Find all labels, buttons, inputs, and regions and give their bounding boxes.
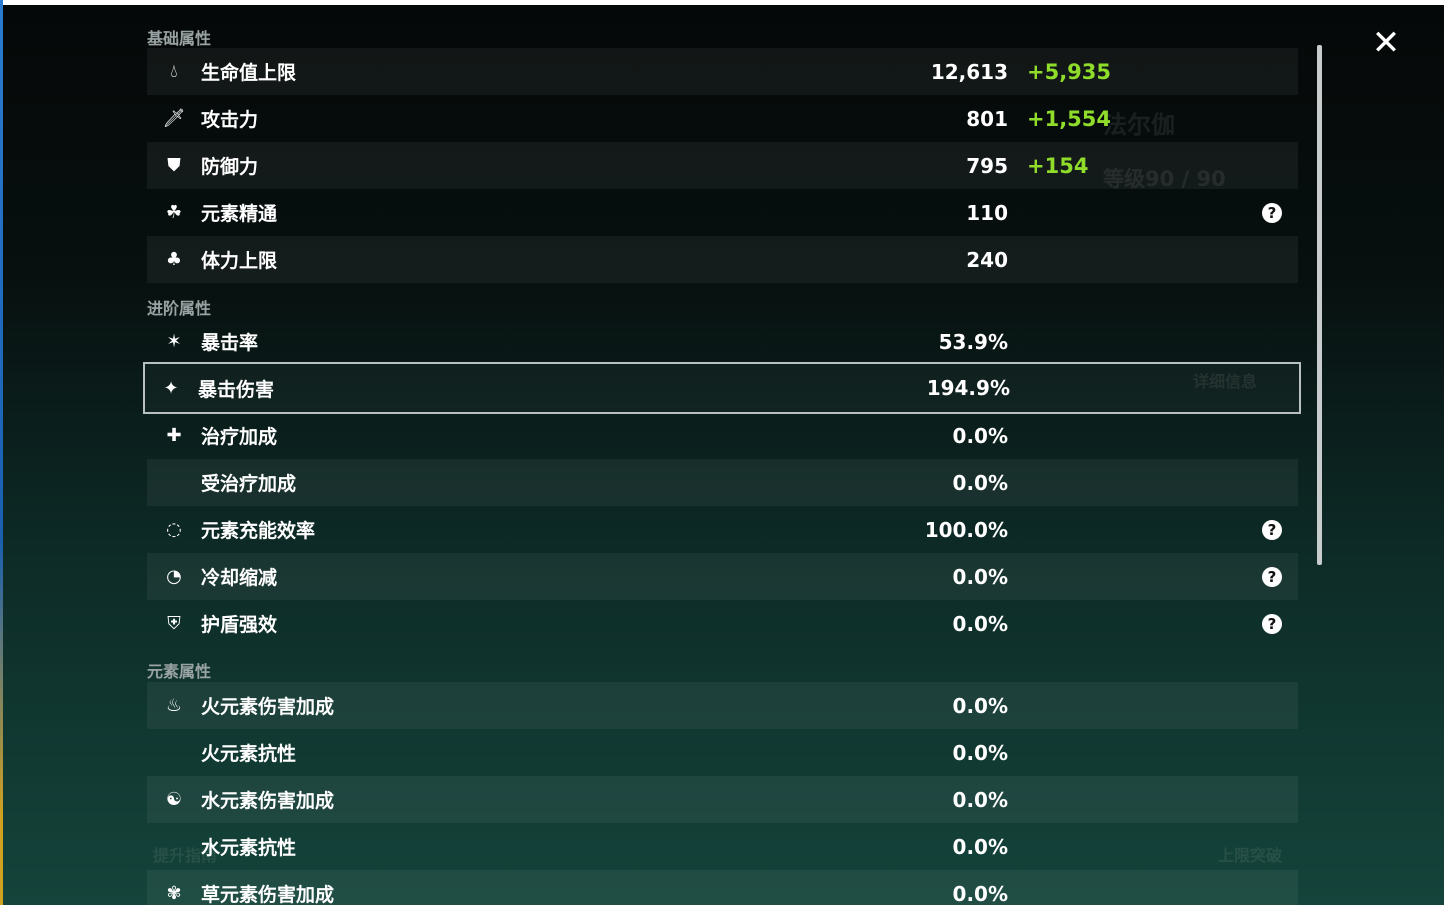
- stat-row[interactable]: ☯︎ 水元素伤害加成 0.0%: [147, 776, 1298, 823]
- crit-rate-icon: ✶: [166, 331, 182, 352]
- stat-value: 801: [966, 106, 1008, 131]
- window-edge: [0, 0, 3, 905]
- bg-details-button: 详细信息: [1193, 372, 1258, 391]
- dendro-icon: ✾: [166, 883, 182, 904]
- stat-label: 治疗加成: [201, 426, 278, 448]
- stat-label: 暴击率: [201, 332, 259, 354]
- stat-value: 0.0%: [952, 881, 1008, 905]
- stat-value: 0.0%: [952, 834, 1008, 859]
- section-title: 元素属性: [147, 662, 212, 681]
- stat-label: 生命值上限: [201, 62, 297, 84]
- stat-label: 暴击伤害: [198, 378, 275, 401]
- bg-guide-button: 提升指南: [153, 846, 218, 865]
- stat-value: 795: [966, 153, 1008, 178]
- stat-row[interactable]: 受治疗加成 0.0%: [147, 459, 1298, 506]
- stat-row[interactable]: ✦ 暴击伤害 194.9%: [143, 362, 1301, 414]
- stat-value: 0.0%: [952, 787, 1008, 812]
- stat-label: 受治疗加成: [201, 473, 297, 495]
- close-icon: ✕: [1371, 23, 1401, 63]
- stat-row[interactable]: ♨︎ 火元素伤害加成 0.0%: [147, 682, 1298, 729]
- stat-row[interactable]: ⛨ 护盾强效 0.0%?: [147, 600, 1298, 647]
- elemental-mastery-icon: ☘︎: [165, 202, 183, 223]
- stat-value: 110: [966, 200, 1008, 225]
- stat-value: 53.9%: [938, 329, 1008, 354]
- stat-value: 0.0%: [952, 740, 1008, 765]
- stat-label: 元素充能效率: [201, 520, 316, 542]
- stat-label: 水元素伤害加成: [201, 790, 335, 812]
- help-icon[interactable]: ?: [1262, 613, 1282, 634]
- stat-bonus: +5,935: [1027, 59, 1112, 84]
- crit-dmg-icon: ✦: [163, 377, 179, 399]
- stat-value: 100.0%: [924, 517, 1008, 542]
- help-icon[interactable]: ?: [1262, 566, 1282, 587]
- stat-value: 12,613: [930, 59, 1008, 84]
- stat-row[interactable]: 火元素抗性 0.0%: [147, 729, 1298, 776]
- scrollbar[interactable]: [1317, 45, 1322, 565]
- stat-label: 冷却缩减: [201, 567, 278, 589]
- shield-strength-icon: ⛨: [167, 613, 181, 634]
- sword-icon: 🗡︎: [162, 108, 186, 129]
- stat-bonus: +154: [1027, 153, 1089, 178]
- stat-label: 火元素抗性: [201, 743, 297, 765]
- energy-recharge-icon: ◌: [166, 519, 182, 540]
- stat-label: 体力上限: [201, 250, 278, 272]
- stat-value: 0.0%: [952, 611, 1008, 636]
- stat-label: 火元素伤害加成: [201, 696, 335, 718]
- bg-ascend-button: 上限突破: [1218, 846, 1283, 865]
- stat-row[interactable]: ☘︎ 元素精通 110?: [147, 189, 1298, 236]
- stat-bonus: +1,554: [1027, 106, 1112, 131]
- stat-value: 0.0%: [952, 423, 1008, 448]
- stat-label: 攻击力: [201, 109, 259, 131]
- stat-row[interactable]: ✾ 草元素伤害加成 0.0%: [147, 870, 1298, 905]
- help-icon[interactable]: ?: [1262, 202, 1282, 223]
- bg-character-name: 法尔伽: [1103, 111, 1175, 139]
- stats-screen: 法尔伽 等级90 / 90 详细信息 上限突破 提升指南 基础属性 💧︎ 生命值上限…: [3, 5, 1444, 905]
- stat-value: 194.9%: [926, 376, 1010, 400]
- stat-label: 防御力: [201, 156, 259, 178]
- section-title: 基础属性: [147, 29, 212, 48]
- stat-row[interactable]: ✚ 治疗加成 0.0%: [147, 412, 1298, 459]
- stat-row[interactable]: 水元素抗性 0.0%: [147, 823, 1298, 870]
- stat-value: 240: [966, 247, 1008, 272]
- shield-icon: ⛊: [167, 155, 181, 176]
- cooldown-icon: ◔: [166, 566, 182, 587]
- pyro-icon: ♨︎: [165, 695, 183, 716]
- stat-value: 0.0%: [952, 693, 1008, 718]
- stat-value: 0.0%: [952, 470, 1008, 495]
- help-icon[interactable]: ?: [1262, 519, 1282, 540]
- stat-row[interactable]: ⛊ 防御力 795 +154: [147, 142, 1298, 189]
- stat-label: 元素精通: [201, 203, 278, 225]
- stamina-icon: ♣︎: [165, 249, 183, 270]
- stat-row[interactable]: 🗡︎ 攻击力 801 +1,554: [147, 95, 1298, 142]
- stat-row[interactable]: ✶ 暴击率 53.9%: [147, 318, 1298, 365]
- stat-label: 护盾强效: [201, 614, 278, 636]
- stat-row[interactable]: ◌ 元素充能效率 100.0%?: [147, 506, 1298, 553]
- stat-label: 水元素抗性: [201, 837, 297, 859]
- close-button[interactable]: ✕: [1368, 23, 1404, 63]
- hp-drop-icon: 💧︎: [170, 61, 178, 82]
- healing-icon: ✚: [166, 425, 182, 446]
- stat-row[interactable]: ◔ 冷却缩减 0.0%?: [147, 553, 1298, 600]
- stat-value: 0.0%: [952, 564, 1008, 589]
- stat-row[interactable]: ♣︎ 体力上限 240: [147, 236, 1298, 283]
- hydro-icon: ☯︎: [165, 789, 183, 810]
- stat-row[interactable]: 💧︎ 生命值上限 12,613 +5,935: [147, 48, 1298, 95]
- bg-level: 等级90 / 90: [1103, 167, 1226, 191]
- section-title: 进阶属性: [147, 299, 212, 318]
- stat-label: 草元素伤害加成: [201, 884, 335, 905]
